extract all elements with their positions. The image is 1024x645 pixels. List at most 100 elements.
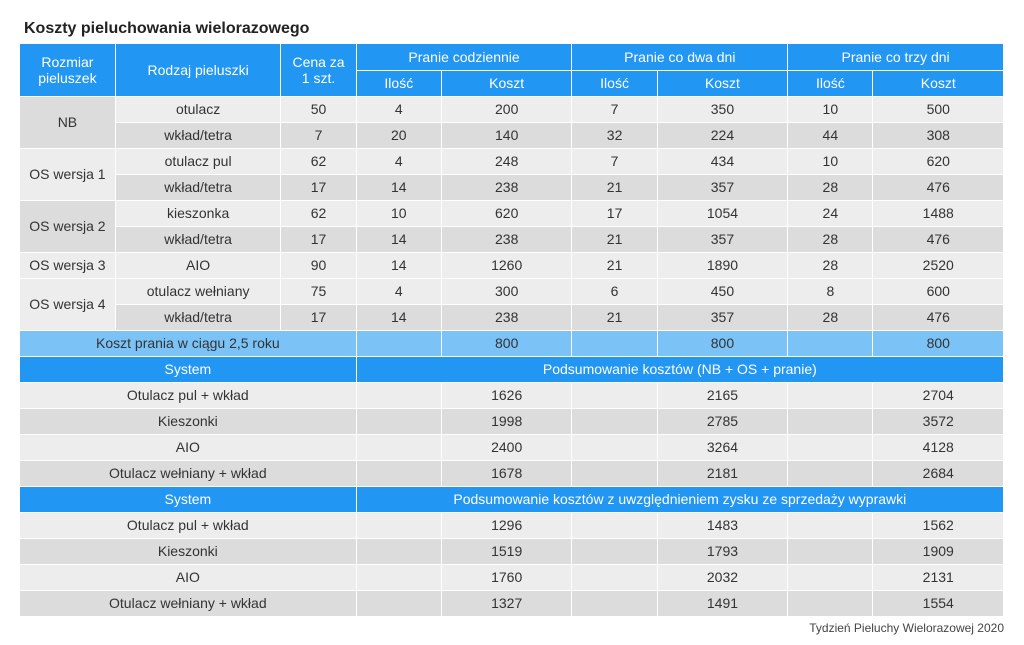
wash-cost-row: Koszt prania w ciągu 2,5 roku 800 800 80… [20,330,1004,356]
empty-cell [788,382,873,408]
cost-cell: 357 [657,304,787,330]
wash-cost: 800 [657,330,787,356]
qty-cell: 14 [356,304,441,330]
empty-cell [572,382,657,408]
empty-cell [572,590,657,616]
qty-cell: 28 [788,304,873,330]
summary-value: 4128 [873,434,1004,460]
summary-value: 3264 [657,434,787,460]
qty-cell: 21 [572,174,657,200]
type-cell: otulacz wełniany [115,278,281,304]
empty-cell [572,434,657,460]
cost-cell: 238 [441,174,571,200]
table-row: NB otulacz 50 4 200 7 350 10 500 [20,96,1004,122]
empty-cell [356,330,441,356]
summary-row: AIO 1760 2032 2131 [20,564,1004,590]
qty-cell: 21 [572,252,657,278]
header-cost: Koszt [657,70,787,96]
summary-value: 1678 [441,460,571,486]
empty-cell [788,408,873,434]
qty-cell: 28 [788,252,873,278]
summary-value: 1760 [441,564,571,590]
system-name: Kieszonki [20,408,356,434]
summary-value: 2785 [657,408,787,434]
summary-value: 2032 [657,564,787,590]
qty-cell: 4 [356,278,441,304]
qty-cell: 4 [356,96,441,122]
empty-cell [788,538,873,564]
qty-cell: 21 [572,304,657,330]
summary-value: 2131 [873,564,1004,590]
summary-value: 1327 [441,590,571,616]
summary-value: 2181 [657,460,787,486]
wash-label: Koszt prania w ciągu 2,5 roku [20,330,356,356]
empty-cell [788,564,873,590]
price-cell: 17 [281,226,356,252]
qty-cell: 21 [572,226,657,252]
header-cost: Koszt [441,70,571,96]
price-cell: 50 [281,96,356,122]
table-row: wkład/tetra 7 20 140 32 224 44 308 [20,122,1004,148]
cost-cell: 476 [873,174,1004,200]
empty-cell [788,590,873,616]
cost-cell: 1260 [441,252,571,278]
size-cell: OS wersja 3 [20,252,115,278]
empty-cell [788,512,873,538]
summary-value: 2400 [441,434,571,460]
cost-cell: 224 [657,122,787,148]
type-cell: otulacz pul [115,148,281,174]
footer-text: Tydzień Pieluchy Wielorazowej 2020 [20,621,1004,635]
cost-cell: 308 [873,122,1004,148]
empty-cell [572,408,657,434]
table-row: OS wersja 3 AIO 90 14 1260 21 1890 28 25… [20,252,1004,278]
header-daily: Pranie codziennie [356,44,572,70]
price-cell: 90 [281,252,356,278]
empty-cell [356,564,441,590]
type-cell: wkład/tetra [115,122,281,148]
summary-value: 1998 [441,408,571,434]
qty-cell: 7 [572,148,657,174]
cost-cell: 1054 [657,200,787,226]
system-name: AIO [20,564,356,590]
qty-cell: 17 [572,200,657,226]
summary-row: Otulacz pul + wkład 1626 2165 2704 [20,382,1004,408]
empty-cell [572,538,657,564]
table-row: OS wersja 4 otulacz wełniany 75 4 300 6 … [20,278,1004,304]
cost-cell: 600 [873,278,1004,304]
wash-cost: 800 [441,330,571,356]
summary-row: Otulacz pul + wkład 1296 1483 1562 [20,512,1004,538]
wash-cost: 800 [873,330,1004,356]
system-label: System [20,486,356,512]
summary2-header: System Podsumowanie kosztów z uwzględnie… [20,486,1004,512]
header-price: Cena za 1 szt. [281,44,356,96]
table-row: OS wersja 2 kieszonka 62 10 620 17 1054 … [20,200,1004,226]
summary-value: 3572 [873,408,1004,434]
cost-cell: 500 [873,96,1004,122]
system-name: Otulacz pul + wkład [20,512,356,538]
size-cell: OS wersja 2 [20,200,115,252]
qty-cell: 14 [356,226,441,252]
qty-cell: 10 [788,148,873,174]
type-cell: otulacz [115,96,281,122]
size-cell: OS wersja 4 [20,278,115,330]
cost-cell: 357 [657,174,787,200]
summary-row: Otulacz wełniany + wkład 1327 1491 1554 [20,590,1004,616]
type-cell: wkład/tetra [115,304,281,330]
summary-value: 1519 [441,538,571,564]
empty-cell [572,460,657,486]
qty-cell: 6 [572,278,657,304]
cost-cell: 434 [657,148,787,174]
header-every3: Pranie co trzy dni [788,44,1004,70]
empty-cell [356,512,441,538]
empty-cell [572,512,657,538]
cost-table: Rozmiar pieluszek Rodzaj pieluszki Cena … [20,44,1004,617]
summary-value: 1554 [873,590,1004,616]
empty-cell [356,590,441,616]
summary-value: 1483 [657,512,787,538]
qty-cell: 44 [788,122,873,148]
summary-row: Otulacz wełniany + wkład 1678 2181 2684 [20,460,1004,486]
price-cell: 62 [281,200,356,226]
empty-cell [356,460,441,486]
cost-cell: 1890 [657,252,787,278]
cost-cell: 200 [441,96,571,122]
